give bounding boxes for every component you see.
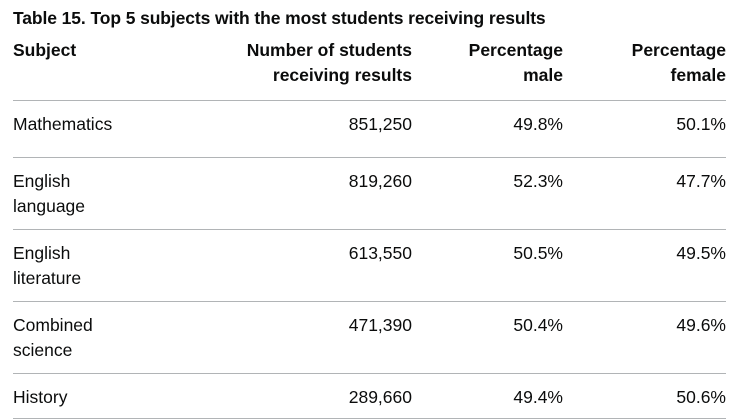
header-female-line-2: female bbox=[670, 65, 726, 85]
table-row: Mathematics 851,250 49.8% 50.1% bbox=[13, 100, 726, 158]
male-value: 49.4% bbox=[513, 387, 563, 407]
female-value: 47.7% bbox=[676, 171, 726, 191]
header-male: Percentage male bbox=[412, 38, 563, 101]
header-students-line-2: receiving results bbox=[272, 65, 412, 85]
students-value: 851,250 bbox=[348, 114, 412, 134]
students-value: 613,550 bbox=[348, 243, 412, 263]
cell-students: 851,250 bbox=[223, 100, 412, 158]
header-subject: Subject bbox=[13, 38, 223, 101]
cell-subject: History bbox=[13, 373, 223, 419]
students-value: 819,260 bbox=[348, 171, 412, 191]
header-male-line-2: male bbox=[523, 65, 563, 85]
cell-female: 49.5% bbox=[563, 229, 726, 302]
students-value: 471,390 bbox=[348, 315, 412, 335]
female-value: 49.6% bbox=[676, 315, 726, 335]
cell-subject: Mathematics bbox=[13, 100, 223, 158]
header-students: Number of students receiving results bbox=[223, 38, 412, 101]
cell-female: 49.6% bbox=[563, 301, 726, 374]
cell-subject: English language bbox=[13, 157, 223, 230]
students-value: 289,660 bbox=[348, 387, 412, 407]
table-header-row: Subject Number of students receiving res… bbox=[13, 38, 726, 101]
female-value: 50.1% bbox=[676, 114, 726, 134]
subjects-table: Subject Number of students receiving res… bbox=[13, 38, 726, 419]
table-caption: Table 15. Top 5 subjects with the most s… bbox=[13, 8, 546, 28]
header-male-line-1: Percentage bbox=[468, 40, 563, 60]
male-value: 52.3% bbox=[513, 171, 563, 191]
female-value: 49.5% bbox=[676, 243, 726, 263]
table-row: English language 819,260 52.3% 47.7% bbox=[13, 157, 726, 230]
subject-text: Combined science bbox=[13, 315, 93, 360]
female-value: 50.6% bbox=[676, 387, 726, 407]
cell-subject: English literature bbox=[13, 229, 223, 302]
cell-male: 50.5% bbox=[412, 229, 563, 302]
subject-text: Mathematics bbox=[13, 114, 113, 134]
table-row: Combined science 471,390 50.4% 49.6% bbox=[13, 301, 726, 374]
cell-students: 613,550 bbox=[223, 229, 412, 302]
cell-male: 49.8% bbox=[412, 100, 563, 158]
cell-female: 50.6% bbox=[563, 373, 726, 419]
cell-students: 819,260 bbox=[223, 157, 412, 230]
header-female: Percentage female bbox=[563, 38, 726, 101]
male-value: 49.8% bbox=[513, 114, 563, 134]
header-subject-label: Subject bbox=[13, 40, 77, 60]
male-value: 50.5% bbox=[513, 243, 563, 263]
subject-text: English language bbox=[13, 171, 86, 216]
cell-female: 47.7% bbox=[563, 157, 726, 230]
subject-text: History bbox=[13, 387, 68, 407]
header-students-line-1: Number of students bbox=[246, 40, 412, 60]
table-row: English literature 613,550 50.5% 49.5% bbox=[13, 229, 726, 302]
cell-male: 52.3% bbox=[412, 157, 563, 230]
male-value: 50.4% bbox=[513, 315, 563, 335]
cell-female: 50.1% bbox=[563, 100, 726, 158]
cell-male: 50.4% bbox=[412, 301, 563, 374]
cell-students: 471,390 bbox=[223, 301, 412, 374]
header-female-line-1: Percentage bbox=[631, 40, 726, 60]
subject-text: English literature bbox=[13, 243, 82, 288]
cell-subject: Combined science bbox=[13, 301, 223, 374]
